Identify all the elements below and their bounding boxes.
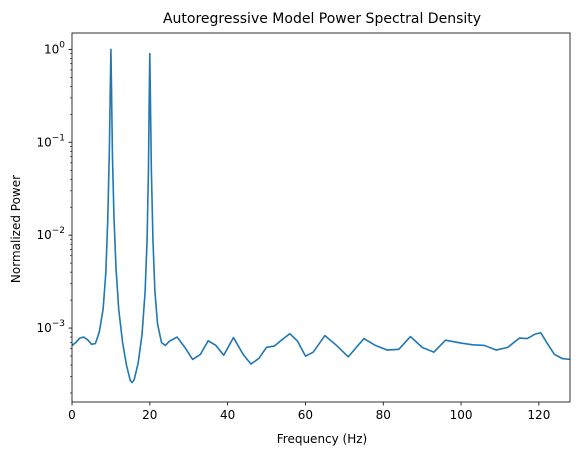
x-tick-label: 80	[376, 408, 391, 422]
y-tick-label: 100	[44, 40, 65, 56]
plot-area	[71, 32, 571, 403]
x-tick-label: 100	[450, 408, 473, 422]
x-tick-label: 0	[68, 408, 76, 422]
chart-title: Autoregressive Model Power Spectral Dens…	[163, 11, 481, 27]
plot-frame	[71, 32, 571, 403]
x-tick-label: 60	[298, 408, 313, 422]
y-tick-label: 10−1	[36, 133, 65, 149]
x-axis-label: Frequency (Hz)	[277, 432, 368, 446]
y-tick-label: 10−2	[36, 226, 65, 242]
y-axis-ticks: 10−3 10−2 10−1 100	[36, 40, 72, 394]
x-tick-label: 120	[527, 408, 550, 422]
x-axis-ticks: 0 20 40 60 80 100 120	[68, 402, 550, 422]
series-line-0	[72, 48, 570, 384]
x-tick-label: 40	[220, 408, 235, 422]
y-axis-label: Normalized Power	[9, 175, 23, 283]
y-tick-label: 10−3	[36, 319, 65, 335]
x-tick-label: 20	[142, 408, 157, 422]
